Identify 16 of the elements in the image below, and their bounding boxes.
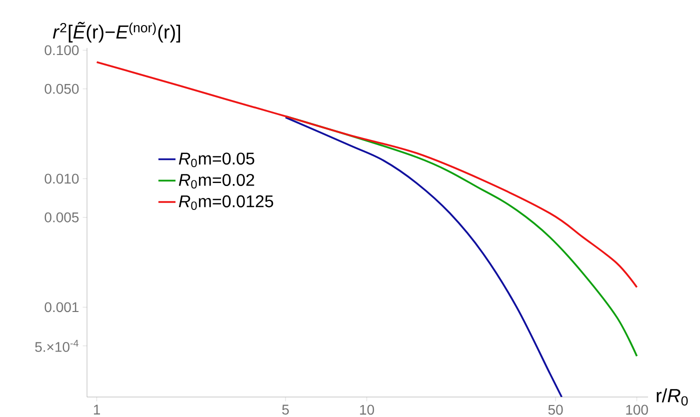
x-axis-title: r/R$_{0}$: [656, 388, 688, 406]
x-tick-label: 10: [360, 404, 374, 415]
y-tick-label: 0.001: [44, 302, 79, 312]
x-tick-label: 5: [282, 404, 289, 415]
x-tick-label: 100: [626, 404, 648, 415]
x-tick-label: 50: [548, 404, 563, 415]
y-tick-label: 5.×10$^{-4}$: [35, 340, 78, 352]
y-tick-label: 0.010: [44, 174, 79, 184]
x-tick-label: 1: [94, 404, 100, 414]
y-tick-label: 0.050: [44, 84, 79, 94]
y-tick-label: 0.005: [44, 212, 79, 222]
y-tick-label: 0.100: [44, 45, 79, 56]
legend-label: R$_{0}$m=0.0125: [178, 195, 274, 210]
y-axis-title: r$^{2}$[Ẽ(r)−E$^{(nor)}$(r)]: [52, 22, 180, 42]
legend-label: R$_{0}$m=0.02: [178, 174, 254, 189]
legend-label: R$_{0}$m=0.05: [178, 152, 254, 168]
